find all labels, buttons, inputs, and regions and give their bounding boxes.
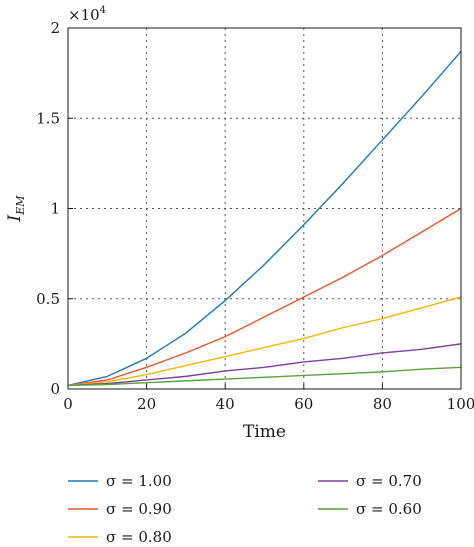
legend: σ = 1.00 σ = 0.90 σ = 0.80 σ = 0.70 σ = 0.60: [68, 472, 422, 546]
y-axis-label-main: I: [5, 215, 25, 223]
y-tick-label: 0: [50, 380, 60, 398]
x-tick-label: 100: [447, 395, 474, 413]
series-line-4: [67, 343, 462, 387]
legend-item: σ = 0.90: [68, 500, 172, 518]
grid-lines: [68, 28, 461, 389]
axis-ticks: 0 20 40 60 80 100 0 0.5 1 1.5 2: [36, 19, 474, 413]
series-lines: [67, 51, 462, 387]
legend-item: σ = 0.70: [318, 472, 422, 490]
legend-label: σ = 0.60: [356, 500, 422, 518]
x-tick-label: 20: [137, 395, 156, 413]
plot-frame: [67, 27, 462, 390]
legend-label: σ = 1.00: [106, 472, 172, 490]
y-axis-multiplier: ×104: [68, 5, 106, 24]
y-tick-label: 1.5: [36, 109, 60, 127]
svg-text:IEM: IEM: [5, 195, 27, 223]
multiplier-exponent: 4: [100, 5, 106, 16]
y-tick-label: 1: [50, 200, 60, 218]
x-tick-label: 40: [216, 395, 235, 413]
y-tick-label: 2: [50, 19, 60, 37]
legend-item: σ = 0.80: [68, 528, 172, 546]
series-line-1: [67, 51, 462, 387]
y-tick-label: 0.5: [36, 290, 60, 308]
legend-label: σ = 0.70: [356, 472, 422, 490]
x-axis-label: Time: [243, 422, 286, 442]
series-line-3: [67, 296, 462, 387]
x-tick-label: 80: [373, 395, 392, 413]
legend-item: σ = 0.60: [318, 500, 422, 518]
legend-label: σ = 0.80: [106, 528, 172, 546]
series-line-2: [67, 207, 462, 387]
series-line-5: [67, 366, 462, 387]
y-axis-label: IEM: [5, 195, 27, 223]
legend-label: σ = 0.90: [106, 500, 172, 518]
x-tick-label: 0: [63, 395, 73, 413]
x-tick-label: 60: [294, 395, 313, 413]
y-axis-label-sub: EM: [14, 195, 27, 216]
multiplier-base: ×10: [68, 6, 100, 24]
legend-item: σ = 1.00: [68, 472, 172, 490]
